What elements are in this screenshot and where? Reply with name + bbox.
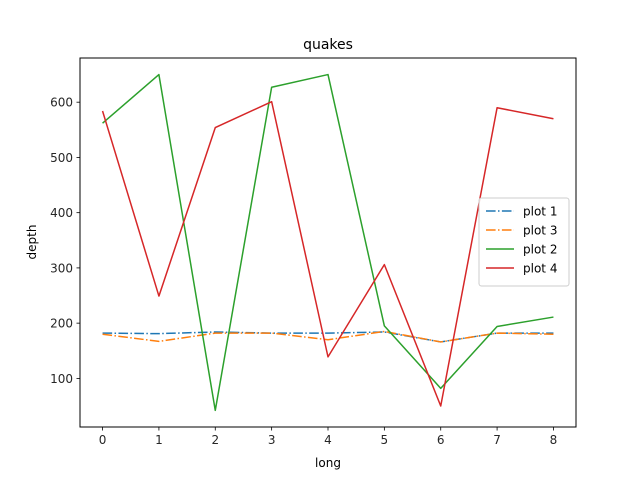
y-tick-label: 400: [50, 206, 73, 220]
y-tick-label: 300: [50, 261, 73, 275]
x-tick-label: 8: [550, 433, 558, 447]
legend-label: plot 1: [523, 205, 557, 219]
x-axis-ticks: 0 1 2 3 4 5 6 7 8: [99, 427, 558, 447]
y-tick-label: 600: [50, 96, 73, 110]
y-axis-label: depth: [25, 225, 39, 260]
x-tick-label: 7: [493, 433, 501, 447]
x-tick-label: 6: [437, 433, 445, 447]
x-tick-label: 2: [211, 433, 219, 447]
legend: plot 1 plot 3 plot 2 plot 4: [478, 197, 570, 287]
legend-box: [478, 197, 570, 287]
series-lines: [101, 73, 554, 412]
y-tick-label: 500: [50, 151, 73, 165]
series-line-plot-4: [101, 100, 554, 407]
x-tick-label: 3: [268, 433, 276, 447]
y-axis-ticks: 100 200 300 400 500 600: [50, 96, 80, 386]
legend-label: plot 4: [523, 262, 557, 276]
chart-title: quakes: [303, 37, 353, 53]
x-tick-label: 4: [324, 433, 332, 447]
legend-label: plot 3: [523, 224, 557, 238]
x-tick-label: 5: [381, 433, 389, 447]
x-tick-label: 0: [99, 433, 107, 447]
x-axis-label: long: [315, 456, 341, 470]
series-line-plot-1: [102, 331, 554, 343]
legend-label: plot 2: [523, 243, 557, 257]
x-tick-label: 1: [155, 433, 163, 447]
y-tick-label: 200: [50, 317, 73, 331]
series-line-plot-3: [102, 330, 554, 343]
y-tick-label: 100: [50, 372, 73, 386]
series-line-plot-2: [102, 73, 554, 412]
